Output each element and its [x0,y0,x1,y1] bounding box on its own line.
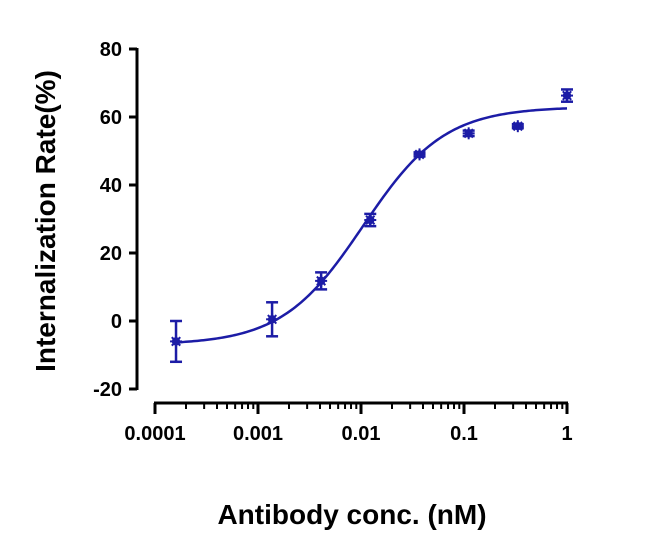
x-tick-label: 1 [561,423,572,445]
y-tick-label: 40 [100,175,122,197]
point-marker-ray [414,149,425,160]
x-tick-label: 0.001 [233,423,283,445]
y-tick-label: 80 [100,39,122,61]
data-point [266,301,279,338]
point-marker-ray [562,90,572,101]
point-marker-ray [365,215,376,225]
x-tick-label: 0.0001 [124,423,185,445]
x-axis-title: Antibody conc. (nM) [217,499,486,530]
data-point [315,271,328,291]
y-axis-title: Internalization Rate(%) [30,70,61,372]
x-tick-label: 0.1 [450,423,478,445]
point-marker-ray [463,128,474,139]
data-point [364,212,377,228]
x-tick-label: 0.01 [342,423,381,445]
data-point [561,88,573,103]
x-axis: 0.0001 0.001 0.01 0.1 1 [124,401,573,445]
point-marker-ray [316,275,327,286]
data-point [413,148,426,161]
point-marker-ray [171,336,181,347]
y-tick-label: -20 [93,379,122,401]
y-tick-label: 60 [100,107,122,129]
data-point [511,120,524,133]
y-tick-label: 0 [111,311,122,333]
y-tick-label: 20 [100,243,122,265]
y-axis: -20 0 20 40 60 80 [93,39,139,401]
data-point [462,127,475,140]
data-point [170,319,183,364]
point-marker-ray [512,121,523,132]
data-points-layer [170,88,573,364]
point-marker-ray [267,314,278,325]
